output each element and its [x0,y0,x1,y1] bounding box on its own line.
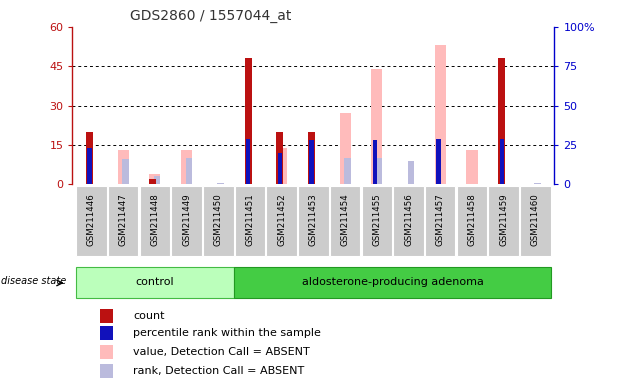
Bar [122,159,129,184]
Bar [149,179,156,184]
Bar [278,153,282,184]
Bar [435,45,446,184]
Bar [108,186,139,256]
Bar [100,364,113,378]
Bar [76,267,234,298]
Text: rank, Detection Call = ABSENT: rank, Detection Call = ABSENT [134,366,305,376]
Bar [488,186,519,256]
Text: GSM211447: GSM211447 [118,193,128,246]
Bar [118,150,129,184]
Text: GSM211452: GSM211452 [277,193,286,246]
Bar [298,186,329,256]
Bar [88,148,92,184]
Bar [244,58,251,184]
Bar [436,139,440,184]
Bar [466,150,478,184]
Bar [76,186,106,256]
Bar [425,186,455,256]
Bar [534,183,541,184]
Bar [520,186,551,256]
Bar [376,157,382,184]
Text: GSM211456: GSM211456 [404,193,413,246]
Text: GSM211453: GSM211453 [309,193,318,246]
Bar [246,139,250,184]
Bar [362,186,392,256]
Bar [457,186,487,256]
Text: value, Detection Call = ABSENT: value, Detection Call = ABSENT [134,347,310,357]
Text: count: count [134,311,165,321]
Text: GDS2860 / 1557044_at: GDS2860 / 1557044_at [130,9,292,23]
Text: GSM211448: GSM211448 [151,193,159,246]
Text: GSM211455: GSM211455 [372,193,381,246]
Bar [186,157,192,184]
Text: GSM211459: GSM211459 [499,193,508,246]
Text: control: control [135,276,175,286]
Bar [217,183,224,184]
Bar [330,186,360,256]
Text: percentile rank within the sample: percentile rank within the sample [134,328,321,338]
Text: disease state: disease state [1,275,67,286]
Text: GSM211454: GSM211454 [341,193,350,246]
Text: GSM211446: GSM211446 [87,193,96,246]
Bar [149,174,161,184]
Bar [235,186,265,256]
Bar [86,132,93,184]
Bar [140,186,170,256]
Bar [308,132,315,184]
Text: GSM211450: GSM211450 [214,193,223,246]
Text: GSM211460: GSM211460 [531,193,540,246]
Bar [498,58,505,184]
Text: aldosterone-producing adenoma: aldosterone-producing adenoma [302,276,484,286]
Bar [500,139,504,184]
Text: GSM211457: GSM211457 [436,193,445,246]
Bar [234,267,551,298]
Text: GSM211458: GSM211458 [467,193,476,246]
Bar [371,69,382,184]
Bar [100,326,113,340]
Bar [203,186,234,256]
Bar [154,177,160,184]
Bar [181,150,192,184]
Bar [100,309,113,323]
Bar [171,186,202,256]
Bar [277,132,284,184]
Bar [408,161,414,184]
Bar [393,186,424,256]
Text: GSM211449: GSM211449 [182,193,191,246]
Bar [276,147,287,184]
Bar [100,345,113,359]
Bar [309,140,314,184]
Bar [266,186,297,256]
Bar [340,114,351,184]
Bar [373,140,377,184]
Bar [344,157,350,184]
Text: GSM211451: GSM211451 [246,193,255,246]
